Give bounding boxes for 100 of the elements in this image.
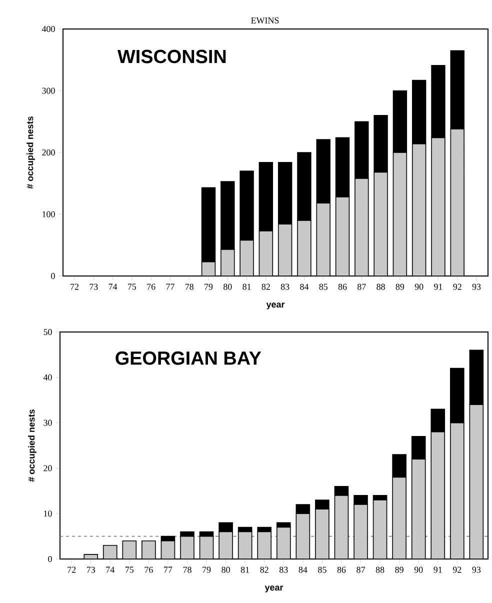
x-tick-label: 92 xyxy=(453,284,462,290)
bar xyxy=(297,152,312,221)
bar xyxy=(335,137,350,198)
x-tick-label: 82 xyxy=(260,566,268,573)
x-axis-title: year xyxy=(266,302,285,310)
bar xyxy=(372,500,388,559)
bar xyxy=(238,531,252,559)
bar xyxy=(412,143,426,276)
x-tick-label: 85 xyxy=(318,566,326,573)
bar xyxy=(315,500,330,510)
y-tick-label: 10 xyxy=(44,510,52,517)
bar xyxy=(201,261,216,276)
bar xyxy=(296,513,310,559)
x-tick-label: 73 xyxy=(90,284,98,290)
x-tick-label: 76 xyxy=(147,284,156,290)
bar xyxy=(220,249,235,276)
bar xyxy=(354,504,368,559)
x-tick-label: 84 xyxy=(298,566,308,573)
bar xyxy=(392,152,408,276)
x-tick-label: 82 xyxy=(262,284,270,290)
x-tick-label: 86 xyxy=(337,566,346,573)
x-tick-label: 81 xyxy=(242,284,251,290)
x-tick-label: 74 xyxy=(108,284,118,290)
x-tick-label: 79 xyxy=(204,284,213,290)
x-tick-label: 84 xyxy=(300,284,309,290)
bar xyxy=(374,172,388,276)
bar xyxy=(411,458,426,559)
x-tick-label: 89 xyxy=(396,284,404,290)
bar xyxy=(258,162,274,232)
bar xyxy=(469,404,484,559)
x-tick-label: 88 xyxy=(376,566,384,573)
bar xyxy=(430,431,446,559)
y-tick-label: 30 xyxy=(44,420,52,426)
x-tick-label: 90 xyxy=(414,566,423,573)
bar xyxy=(316,202,330,276)
bar xyxy=(411,436,426,460)
bar xyxy=(431,137,446,276)
x-tick-label: 87 xyxy=(358,284,366,290)
y-tick-label: 100 xyxy=(42,211,55,218)
x-tick-label: 93 xyxy=(472,284,481,290)
x-tick-label: 92 xyxy=(452,566,462,573)
y-tick-label: 300 xyxy=(42,88,55,94)
bar xyxy=(354,178,369,276)
x-tick-label: 76 xyxy=(144,566,153,573)
bar xyxy=(240,170,254,241)
x-tick-label: 75 xyxy=(128,284,136,290)
x-tick-label: 78 xyxy=(185,284,194,290)
bar xyxy=(257,531,272,559)
x-tick-label: 93 xyxy=(472,566,481,573)
bar xyxy=(430,408,446,432)
y-tick-label: 40 xyxy=(43,374,52,380)
y-tick-label: 400 xyxy=(42,26,55,32)
x-tick-label: 91 xyxy=(434,566,442,573)
x-tick-label: 80 xyxy=(222,566,230,573)
x-tick-label: 80 xyxy=(224,284,232,290)
bar xyxy=(218,531,233,559)
y-axis-title: # occupied nests xyxy=(26,116,35,189)
x-tick-label: 85 xyxy=(319,284,328,290)
y-tick-label: 0 xyxy=(48,556,52,562)
y-tick-label: 50 xyxy=(44,328,52,336)
bar xyxy=(354,495,368,505)
x-tick-label: 87 xyxy=(356,566,365,573)
bar xyxy=(334,495,349,559)
x-tick-label: 72 xyxy=(68,566,76,573)
bar xyxy=(296,504,310,514)
bar xyxy=(220,181,235,250)
x-tick-label: 75 xyxy=(126,566,134,573)
y-tick-label: 200 xyxy=(42,149,55,156)
x-tick-label: 88 xyxy=(376,284,385,290)
x-tick-label: 83 xyxy=(280,566,288,573)
y-tick-label: 20 xyxy=(44,465,52,472)
bar xyxy=(218,522,233,532)
x-tick-label: 78 xyxy=(183,566,192,573)
x-tick-label: 86 xyxy=(338,284,347,290)
bar xyxy=(122,540,137,559)
x-tick-label: 89 xyxy=(395,566,404,573)
bar xyxy=(297,220,312,276)
x-tick-label: 77 xyxy=(166,284,174,290)
bar xyxy=(278,224,292,276)
x-tick-label: 73 xyxy=(86,566,95,573)
x-tick-label: 79 xyxy=(202,566,211,573)
y-axis-title: # occupied nests xyxy=(28,409,36,482)
bar xyxy=(276,526,291,559)
x-tick-label: 81 xyxy=(240,566,250,573)
bar xyxy=(160,540,176,559)
text: GEORGIAN BAY xyxy=(116,351,262,365)
bar xyxy=(334,486,349,496)
text: WISCONSIN xyxy=(118,50,226,64)
bar xyxy=(199,536,214,559)
bar xyxy=(180,536,194,559)
text: EWINS xyxy=(251,17,279,24)
bar xyxy=(335,196,350,276)
bar xyxy=(258,230,274,276)
y-tick-label: 0 xyxy=(51,272,55,280)
bar xyxy=(392,454,406,478)
bar xyxy=(450,422,464,559)
bar xyxy=(240,240,254,276)
bar xyxy=(315,508,330,559)
x-tick-label: 77 xyxy=(164,566,172,573)
x-axis-title: year xyxy=(264,586,284,592)
